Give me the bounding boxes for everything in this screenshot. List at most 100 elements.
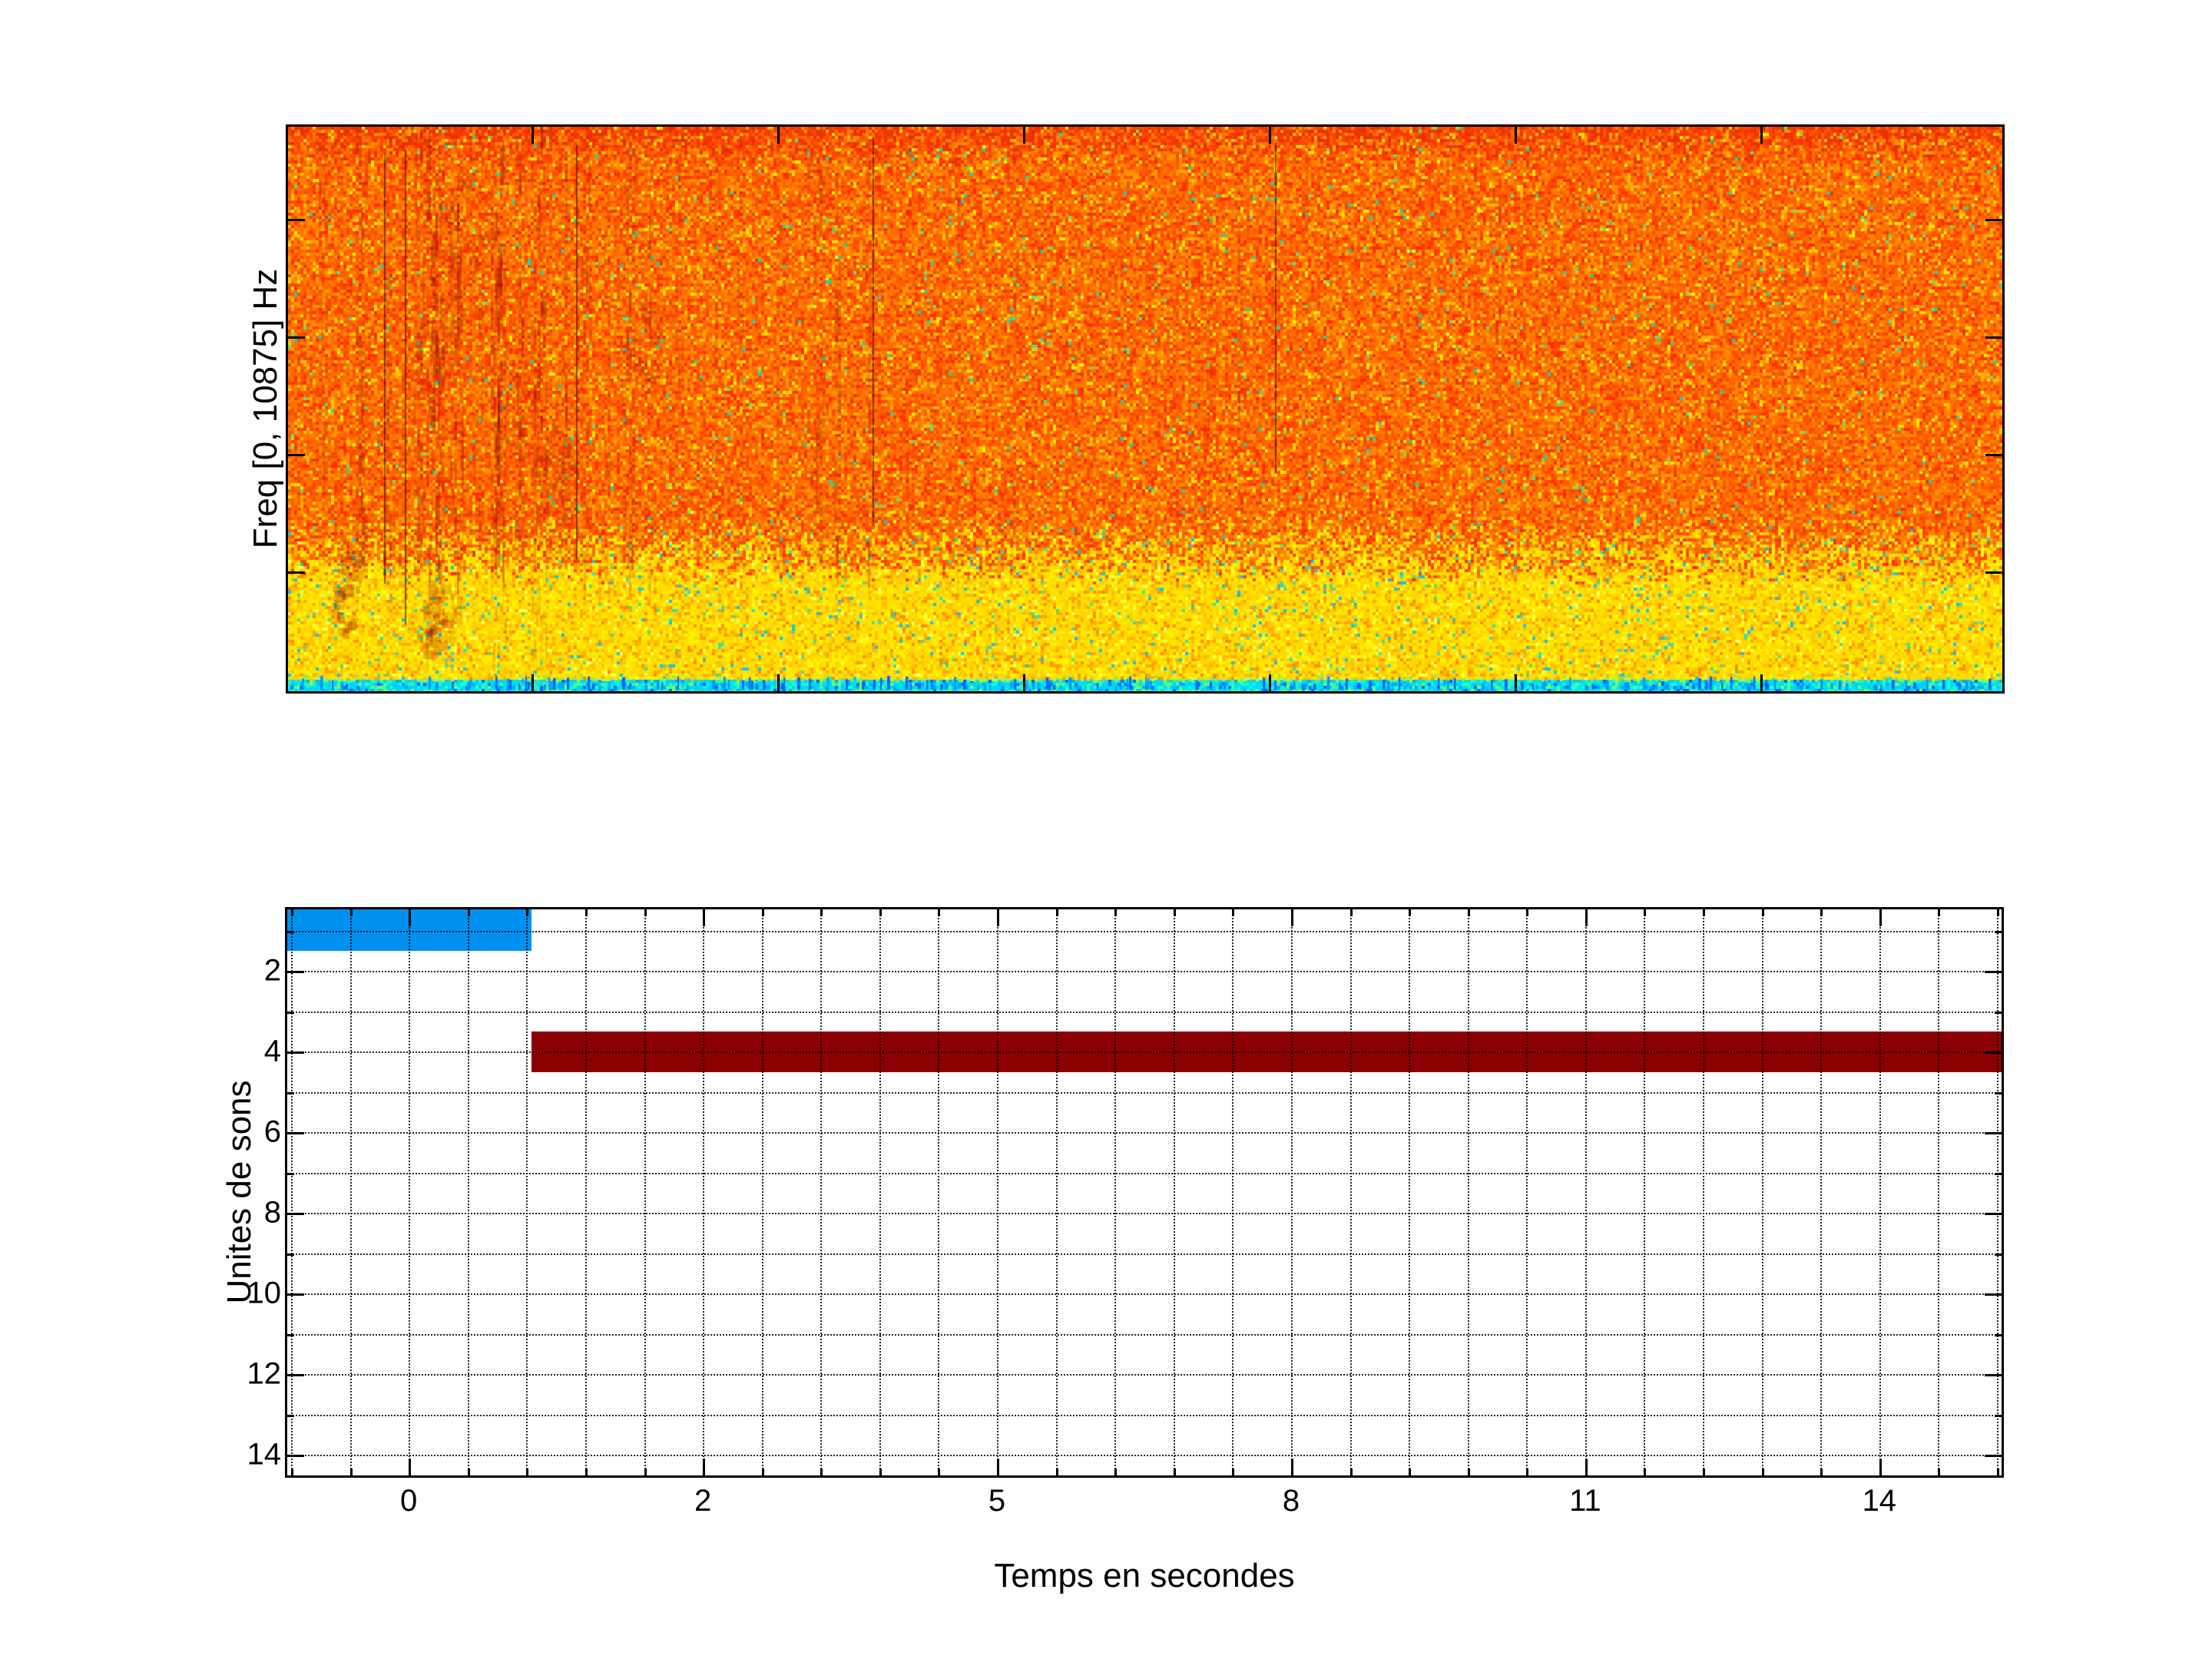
gantt-x-tick bbox=[997, 909, 1000, 926]
gantt-y-tick-label: 10 bbox=[247, 1276, 282, 1310]
spectrogram-x-tick bbox=[777, 674, 780, 691]
gantt-x-tick-label: 5 bbox=[988, 1484, 1006, 1518]
gantt-horizontal-gridline bbox=[287, 1011, 2002, 1013]
gantt-vertical-gridline bbox=[1232, 909, 1234, 1475]
gantt-x-tick bbox=[584, 1469, 588, 1475]
gantt-y-tick bbox=[287, 1333, 294, 1336]
gantt-vertical-gridline bbox=[526, 909, 528, 1475]
gantt-x-tick bbox=[761, 909, 764, 916]
gantt-x-tick bbox=[1938, 909, 1941, 916]
gantt-y-tick bbox=[287, 1011, 294, 1014]
gantt-y-tick bbox=[1985, 971, 2002, 973]
gantt-x-tick bbox=[938, 1469, 941, 1475]
gantt-y-tick bbox=[1985, 1132, 2002, 1134]
gantt-x-tick bbox=[1703, 1469, 1706, 1475]
gantt-horizontal-gridline bbox=[287, 1293, 2002, 1295]
gantt-vertical-gridline bbox=[703, 909, 705, 1475]
gantt-x-tick bbox=[1644, 909, 1647, 916]
gantt-y-tick bbox=[1985, 1374, 2002, 1376]
gantt-vertical-gridline bbox=[1349, 909, 1352, 1475]
gantt-y-tick bbox=[1995, 1414, 2002, 1417]
gantt-y-tick bbox=[287, 930, 294, 933]
gantt-y-tick bbox=[1985, 1293, 2002, 1296]
gantt-x-tick bbox=[291, 909, 293, 916]
gantt-x-tick bbox=[584, 909, 588, 916]
spectrogram-x-tick bbox=[1515, 127, 1517, 144]
gantt-vertical-gridline bbox=[1114, 909, 1117, 1475]
gantt-horizontal-gridline bbox=[287, 1333, 2002, 1336]
gantt-y-tick bbox=[287, 1132, 304, 1134]
gantt-x-tick bbox=[1584, 909, 1588, 926]
spectrogram-x-tick bbox=[1023, 674, 1025, 691]
spectrogram-image bbox=[288, 127, 2002, 691]
gantt-vertical-gridline bbox=[291, 909, 293, 1475]
spectrogram-plot bbox=[286, 124, 2005, 694]
gantt-x-tick bbox=[1879, 909, 1882, 926]
gantt-horizontal-gridline bbox=[287, 1132, 2002, 1134]
gantt-x-tick bbox=[1173, 909, 1176, 916]
spectrogram-y-tick bbox=[288, 571, 305, 574]
gantt-vertical-gridline bbox=[1879, 909, 1881, 1475]
gantt-x-tick-label: 11 bbox=[1569, 1484, 1601, 1518]
gantt-vertical-gridline bbox=[467, 909, 469, 1475]
gantt-y-tick-label: 2 bbox=[263, 953, 281, 988]
gantt-x-tick bbox=[1290, 909, 1293, 926]
gantt-vertical-gridline bbox=[584, 909, 587, 1475]
gantt-y-tick bbox=[1995, 1253, 2002, 1256]
gantt-vertical-gridline bbox=[1938, 909, 1940, 1475]
gantt-x-axis-label: Temps en secondes bbox=[994, 1557, 1295, 1594]
gantt-plot bbox=[285, 907, 2004, 1478]
gantt-x-tick bbox=[349, 1469, 353, 1475]
gantt-y-tick bbox=[287, 1253, 294, 1256]
gantt-x-tick-label: 8 bbox=[1282, 1484, 1300, 1518]
gantt-x-tick bbox=[1290, 1459, 1293, 1475]
gantt-x-tick bbox=[1526, 1469, 1529, 1475]
gantt-x-tick bbox=[761, 1469, 764, 1475]
gantt-x-tick bbox=[820, 1469, 823, 1475]
gantt-x-tick bbox=[703, 1459, 706, 1475]
gantt-x-tick bbox=[467, 1469, 470, 1475]
gantt-x-tick-label: 0 bbox=[400, 1484, 418, 1518]
gantt-horizontal-gridline bbox=[287, 971, 2002, 972]
gantt-x-tick bbox=[409, 909, 412, 926]
gantt-horizontal-gridline bbox=[287, 1172, 2002, 1174]
gantt-x-tick bbox=[997, 1459, 1000, 1475]
gantt-y-tick bbox=[287, 1051, 304, 1054]
gantt-x-tick bbox=[644, 909, 647, 916]
gantt-x-tick bbox=[1409, 909, 1412, 916]
gantt-y-tick-label: 8 bbox=[263, 1195, 281, 1230]
gantt-x-tick bbox=[1761, 909, 1764, 916]
gantt-y-tick bbox=[1995, 1011, 2002, 1014]
gantt-y-tick bbox=[287, 1091, 294, 1094]
gantt-x-tick bbox=[526, 909, 529, 916]
gantt-x-tick bbox=[1467, 1469, 1470, 1475]
gantt-vertical-gridline bbox=[879, 909, 881, 1475]
gantt-x-tick bbox=[1349, 1469, 1353, 1475]
spectrogram-x-tick bbox=[1760, 127, 1763, 144]
gantt-horizontal-gridline bbox=[287, 1213, 2002, 1214]
gantt-x-tick bbox=[1879, 1459, 1882, 1475]
gantt-y-tick bbox=[287, 1172, 294, 1175]
gantt-x-tick bbox=[1820, 1469, 1823, 1475]
gantt-y-tick-label: 12 bbox=[247, 1356, 282, 1391]
spectrogram-x-tick bbox=[1023, 127, 1025, 144]
gantt-x-tick bbox=[1996, 909, 1999, 916]
gantt-y-tick bbox=[287, 1293, 304, 1296]
gantt-horizontal-gridline bbox=[287, 1374, 2002, 1376]
spectrogram-y-tick bbox=[288, 336, 305, 339]
gantt-x-tick bbox=[1584, 1459, 1588, 1475]
gantt-vertical-gridline bbox=[1290, 909, 1293, 1475]
gantt-y-tick bbox=[1985, 1213, 2002, 1215]
gantt-x-tick bbox=[467, 909, 470, 916]
gantt-x-tick bbox=[1232, 1469, 1235, 1475]
gantt-y-tick bbox=[1995, 1172, 2002, 1175]
spectrogram-y-tick bbox=[288, 219, 305, 221]
gantt-horizontal-gridline bbox=[287, 1253, 2002, 1255]
gantt-x-tick bbox=[1996, 1469, 1999, 1475]
gantt-x-tick bbox=[1761, 1469, 1764, 1475]
gantt-x-tick bbox=[1114, 1469, 1118, 1475]
spectrogram-x-tick bbox=[777, 127, 780, 144]
gantt-x-tick bbox=[1349, 909, 1353, 916]
gantt-y-tick-label: 14 bbox=[247, 1437, 282, 1472]
